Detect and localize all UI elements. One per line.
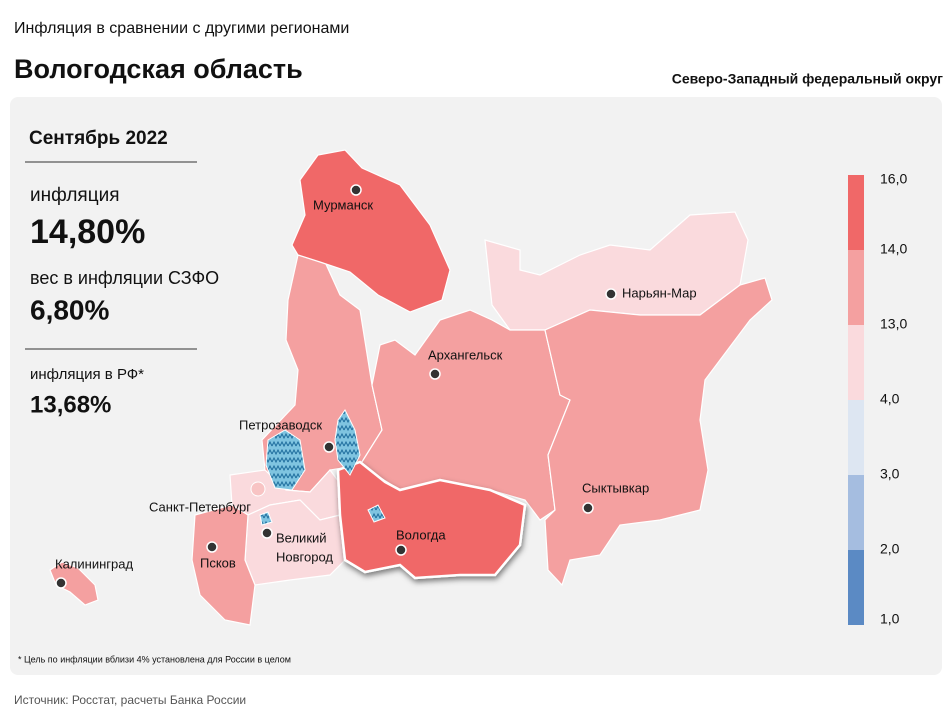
city-label: Сыктывкар: [582, 480, 649, 495]
lake-beloye: [367, 504, 386, 523]
city-dot: [429, 368, 441, 380]
inflation-label: инфляция: [30, 185, 119, 206]
weight-label: вес в инфляции СЗФО: [30, 268, 219, 288]
lake-ilmen: [259, 511, 273, 526]
city-label: Мурманск: [313, 197, 373, 212]
city-dot: [605, 288, 617, 300]
legend-swatch: [848, 325, 864, 400]
lake-ladoga: [265, 429, 306, 491]
legend-label: 13,0: [880, 316, 907, 332]
lake-onega: [334, 409, 361, 476]
source: Источник: Росстат, расчеты Банка России: [14, 693, 246, 707]
legend-label: 2,0: [880, 541, 900, 557]
spb-area: [250, 481, 266, 497]
legend-swatch: [848, 550, 864, 625]
legend-swatch: [848, 175, 864, 250]
legend-swatch: [848, 475, 864, 550]
title: Вологодская область: [14, 54, 303, 84]
city-dot: [350, 184, 362, 196]
legend-label: 3,0: [880, 466, 900, 482]
city-label: Архангельск: [428, 347, 503, 362]
map: [49, 149, 773, 626]
subtitle: Инфляция в сравнении с другими регионами: [14, 20, 349, 37]
legend-label: 14,0: [880, 241, 907, 257]
legend-swatch: [848, 400, 864, 475]
city-dot: [261, 527, 273, 539]
period: Сентябрь 2022: [29, 128, 168, 149]
legend: 16,0 14,0 13,0 4,0 3,0 2,0 1,0: [848, 171, 907, 627]
weight-value: 6,80%: [30, 294, 109, 325]
city-label: Великий: [276, 530, 327, 545]
legend-label: 4,0: [880, 391, 900, 407]
city-dot: [55, 577, 67, 589]
district: Северо-Западный федеральный округ: [672, 71, 943, 87]
region-pskov: [191, 504, 256, 626]
city-label: Новгород: [276, 549, 333, 564]
legend-label: 16,0: [880, 171, 907, 187]
city-label: Нарьян-Мар: [622, 285, 697, 300]
inflation-value: 14,80%: [30, 213, 145, 251]
city-dot: [206, 541, 218, 553]
city-dot: [323, 441, 335, 453]
region-murmansk: [291, 149, 451, 313]
city-dot: [582, 502, 594, 514]
cities: Мурманск Нарьян-Мар Архангельск Петрозав…: [55, 184, 697, 589]
region-vologda: [336, 460, 527, 580]
city-label: Вологда: [396, 527, 446, 542]
city-label: Псков: [200, 555, 236, 570]
region-komi: [544, 277, 773, 587]
legend-swatch: [848, 250, 864, 325]
rf-value: 13,68%: [30, 391, 111, 418]
city-dot: [395, 544, 407, 556]
city-label: Петрозаводск: [239, 417, 322, 432]
city-label: Санкт-Петербург: [149, 499, 251, 514]
city-label: Калининград: [55, 556, 133, 571]
rf-label: инфляция в РФ*: [30, 366, 144, 383]
footnote: * Цель по инфляции вблизи 4% установлена…: [18, 654, 291, 664]
legend-label: 1,0: [880, 611, 900, 627]
